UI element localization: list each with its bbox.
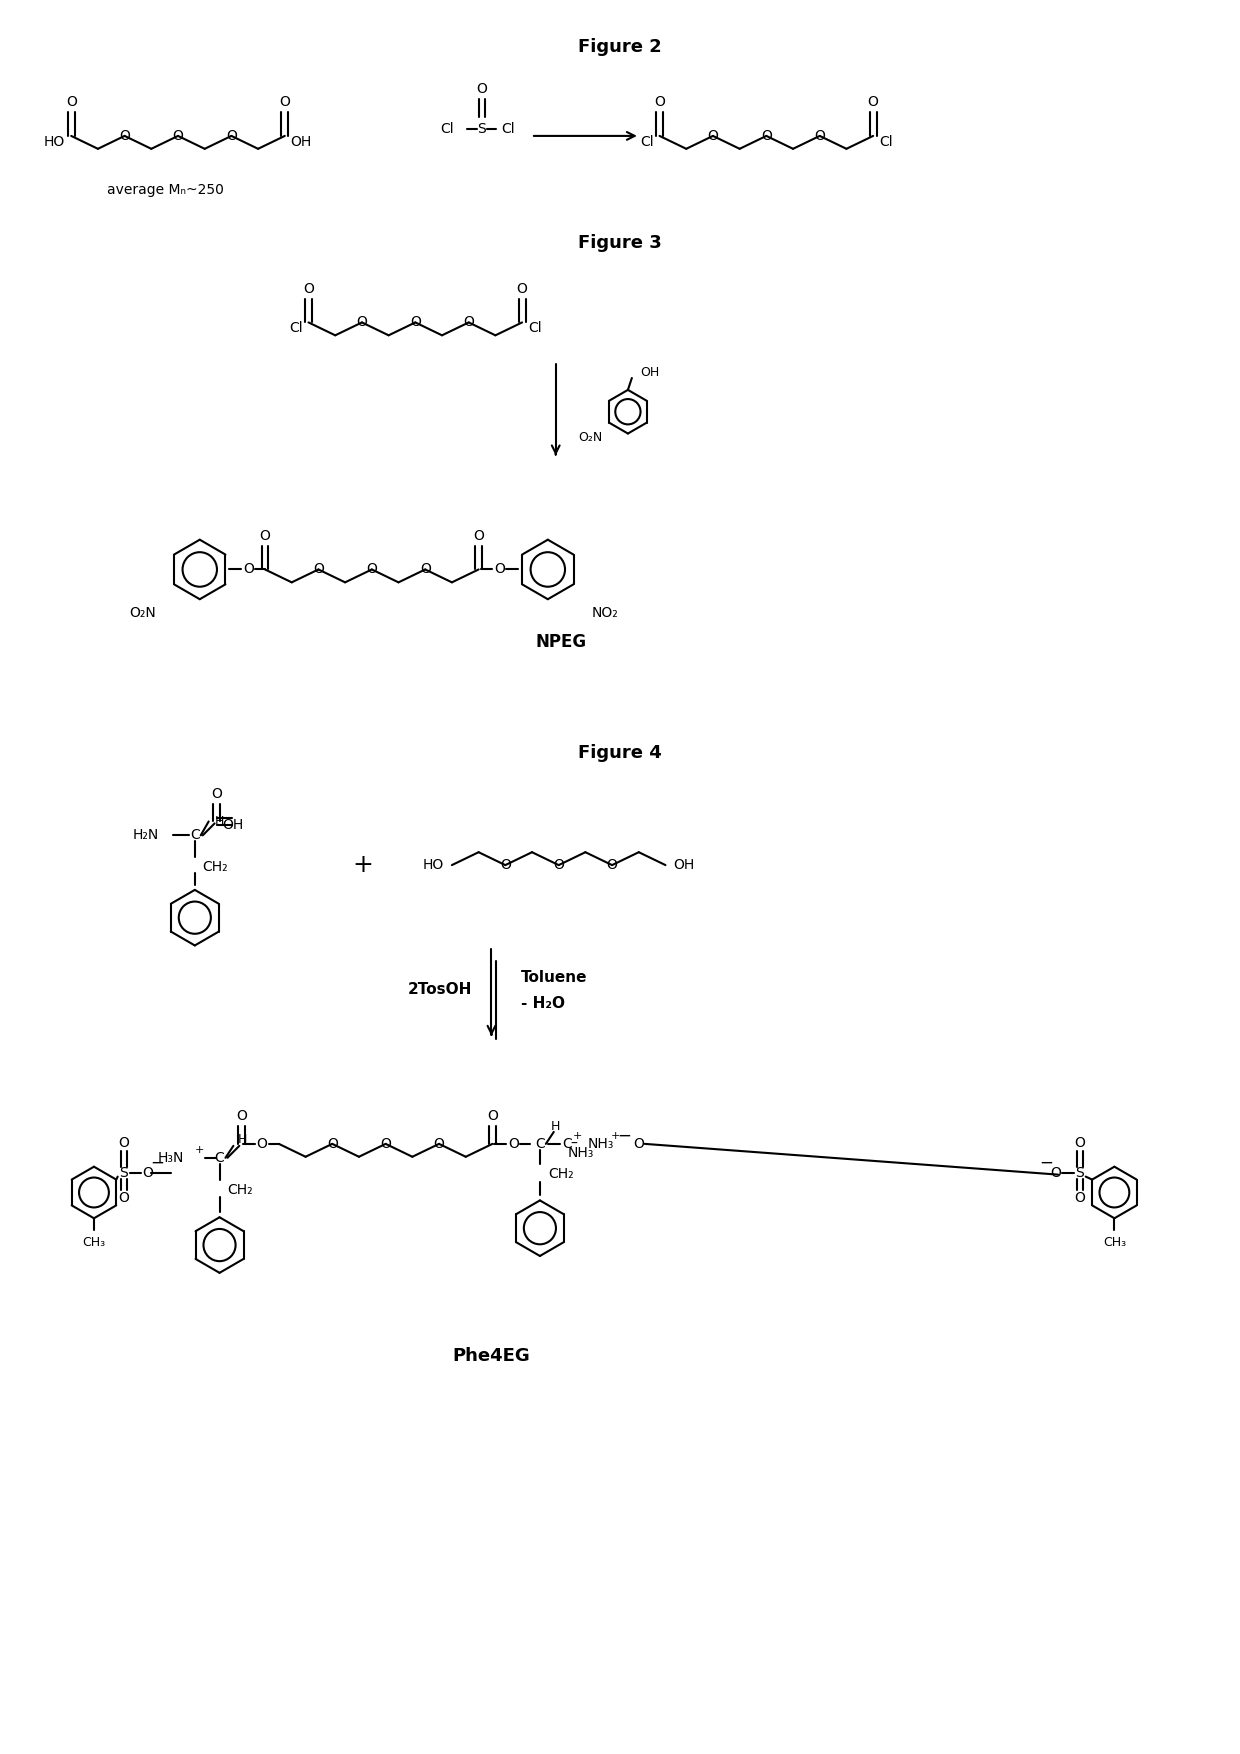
Text: O: O — [236, 1109, 247, 1123]
Text: C: C — [563, 1137, 573, 1151]
Text: O: O — [119, 128, 130, 142]
Text: O: O — [1074, 1137, 1085, 1151]
Text: NPEG: NPEG — [536, 633, 587, 651]
Text: O: O — [494, 563, 505, 577]
Text: O: O — [606, 858, 618, 872]
Text: O: O — [279, 95, 290, 109]
Text: HO: HO — [423, 858, 444, 872]
Text: C: C — [215, 1151, 224, 1165]
Text: −: − — [618, 1126, 631, 1145]
Text: CH₂: CH₂ — [548, 1166, 573, 1180]
Text: 2TosOH: 2TosOH — [407, 982, 471, 996]
Text: H₃N: H₃N — [157, 1151, 184, 1165]
Text: O: O — [381, 1137, 391, 1151]
Text: CH₃: CH₃ — [1102, 1235, 1126, 1249]
Text: Figure 3: Figure 3 — [578, 233, 662, 253]
Text: Cl: Cl — [501, 123, 515, 137]
Text: O: O — [118, 1191, 129, 1205]
Text: OH: OH — [222, 819, 244, 833]
Text: H: H — [215, 816, 224, 828]
Text: S: S — [1075, 1166, 1084, 1180]
Text: average Mₙ~250: average Mₙ~250 — [107, 184, 223, 198]
Text: NH₃: NH₃ — [568, 1145, 594, 1159]
Text: O: O — [708, 128, 718, 142]
Text: O: O — [1074, 1191, 1085, 1205]
Text: O: O — [476, 82, 487, 96]
Text: +: + — [352, 852, 373, 877]
Text: O: O — [366, 563, 377, 577]
Text: O: O — [1050, 1166, 1061, 1180]
Text: O: O — [211, 786, 222, 800]
Text: NO₂: NO₂ — [591, 607, 618, 621]
Text: Toluene: Toluene — [521, 970, 588, 984]
Text: O: O — [815, 128, 825, 142]
Text: O: O — [655, 95, 665, 109]
Text: O₂N: O₂N — [129, 607, 156, 621]
Text: O: O — [553, 858, 564, 872]
Text: O: O — [259, 528, 270, 542]
Text: NH₃: NH₃ — [588, 1137, 614, 1151]
Text: O: O — [868, 95, 879, 109]
Text: OH: OH — [290, 135, 312, 149]
Text: O: O — [500, 858, 511, 872]
Text: OH: OH — [673, 858, 694, 872]
Text: +: + — [573, 1131, 582, 1140]
Text: C: C — [190, 828, 200, 842]
Text: O: O — [312, 563, 324, 577]
Text: O: O — [118, 1137, 129, 1151]
Text: O: O — [464, 316, 474, 330]
Text: −: − — [1039, 1154, 1053, 1172]
Text: - H₂O: - H₂O — [521, 996, 565, 1012]
Text: Cl: Cl — [879, 135, 893, 149]
Text: O: O — [226, 128, 237, 142]
Text: OH: OH — [640, 365, 658, 379]
Text: O: O — [66, 95, 77, 109]
Text: O: O — [172, 128, 184, 142]
Text: O: O — [517, 282, 527, 296]
Text: O: O — [257, 1137, 268, 1151]
Text: H₂N: H₂N — [133, 828, 159, 842]
Text: CH₃: CH₃ — [82, 1235, 105, 1249]
Text: O: O — [141, 1166, 153, 1180]
Text: O: O — [761, 128, 771, 142]
Text: O: O — [474, 528, 484, 542]
Text: H: H — [551, 1119, 560, 1133]
Text: CH₂: CH₂ — [202, 859, 228, 873]
Text: O: O — [420, 563, 430, 577]
Text: O: O — [434, 1137, 444, 1151]
Text: O₂N: O₂N — [578, 431, 603, 444]
Text: Cl: Cl — [440, 123, 454, 137]
Text: Cl: Cl — [528, 321, 542, 335]
Text: CH₂: CH₂ — [227, 1182, 253, 1196]
Text: Cl: Cl — [289, 321, 303, 335]
Text: S: S — [119, 1166, 128, 1180]
Text: Phe4EG: Phe4EG — [453, 1347, 531, 1365]
Text: Figure 2: Figure 2 — [578, 37, 662, 56]
Text: Figure 4: Figure 4 — [578, 744, 662, 761]
Text: O: O — [303, 282, 314, 296]
Text: O: O — [487, 1109, 498, 1123]
Text: O: O — [356, 316, 367, 330]
Text: Cl: Cl — [640, 135, 653, 149]
Text: +: + — [611, 1131, 620, 1140]
Text: –: – — [570, 1137, 577, 1151]
Text: O: O — [327, 1137, 337, 1151]
Text: HO: HO — [45, 135, 66, 149]
Text: +: + — [195, 1145, 205, 1154]
Text: H: H — [237, 1133, 247, 1147]
Text: S: S — [477, 123, 486, 137]
Text: −: − — [150, 1154, 164, 1172]
Text: O: O — [634, 1137, 645, 1151]
Text: C: C — [534, 1137, 544, 1151]
Text: O: O — [507, 1137, 518, 1151]
Text: O: O — [410, 316, 420, 330]
Text: O: O — [243, 563, 254, 577]
